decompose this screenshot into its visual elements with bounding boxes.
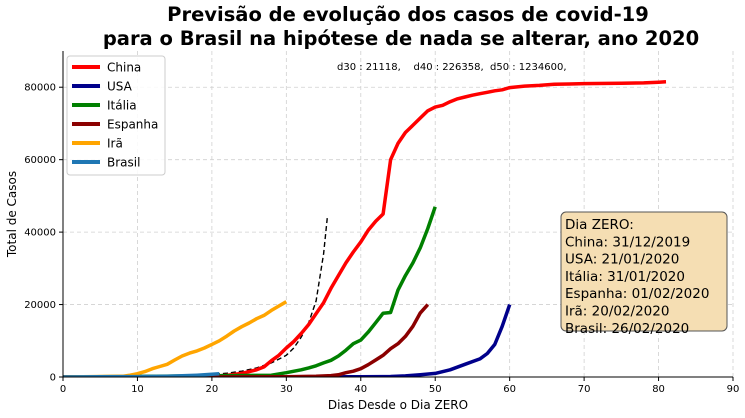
x-tick-label: 40 [354,384,367,395]
y-tick-label: 60000 [24,155,56,166]
x-tick-label: 90 [727,384,740,395]
projection-annotation: d30 : 21118, d40 : 226358, d50 : 1234600… [337,62,567,73]
x-tick-label: 50 [429,384,442,395]
legend-label-china: China [107,61,141,75]
x-tick-label: 80 [652,384,665,395]
dia-zero-box: Dia ZERO: China: 31/12/2019 USA: 21/01/2… [560,211,728,337]
legend-label-espanha: Espanha [107,118,158,132]
x-tick-label: 20 [206,384,219,395]
x-tick-label: 10 [131,384,144,395]
x-tick-label: 60 [503,384,516,395]
dia-zero-line: Brasil: 26/02/2020 [565,321,689,337]
y-ticks: 0 20000 40000 60000 80000 [24,83,63,384]
y-axis-label: Total de Casos [5,171,19,258]
dia-zero-line: Dia ZERO: [565,217,634,233]
dia-zero-line: China: 31/12/2019 [565,234,690,250]
x-axis-label: Dias Desde o Dia ZERO [328,398,468,412]
dia-zero-box-frame [560,211,728,332]
legend-label-ira: Irã [107,137,123,151]
x-ticks: 0 10 20 30 40 50 60 70 80 90 [60,377,740,395]
x-tick-label: 70 [578,384,591,395]
dia-zero-line: Itália: 31/01/2020 [565,269,685,285]
legend-label-italia: Itália [107,99,137,113]
y-tick-label: 80000 [24,83,56,94]
x-tick-label: 0 [60,384,66,395]
series-line-ira [63,300,288,377]
legend: China USA Itália Espanha Irã Brasil [66,55,166,176]
axes [62,51,733,378]
series-line-espanha [63,303,430,377]
y-tick-label: 0 [50,373,56,384]
dia-zero-line: Espanha: 01/02/2020 [565,286,709,302]
series-line-italia [63,206,437,377]
series-line-china [63,80,667,377]
legend-label-usa: USA [107,80,133,94]
chart-subtitle: para o Brasil na hipótese de nada se alt… [103,27,699,50]
dia-zero-line: Irã: 20/02/2020 [565,304,669,320]
dia-zero-line: USA: 21/01/2020 [565,252,679,268]
x-tick-label: 30 [280,384,293,395]
y-tick-label: 20000 [24,300,56,311]
legend-label-brasil: Brasil [107,156,140,170]
chart-title: Previsão de evolução dos casos de covid-… [167,3,649,26]
y-tick-label: 40000 [24,228,56,239]
